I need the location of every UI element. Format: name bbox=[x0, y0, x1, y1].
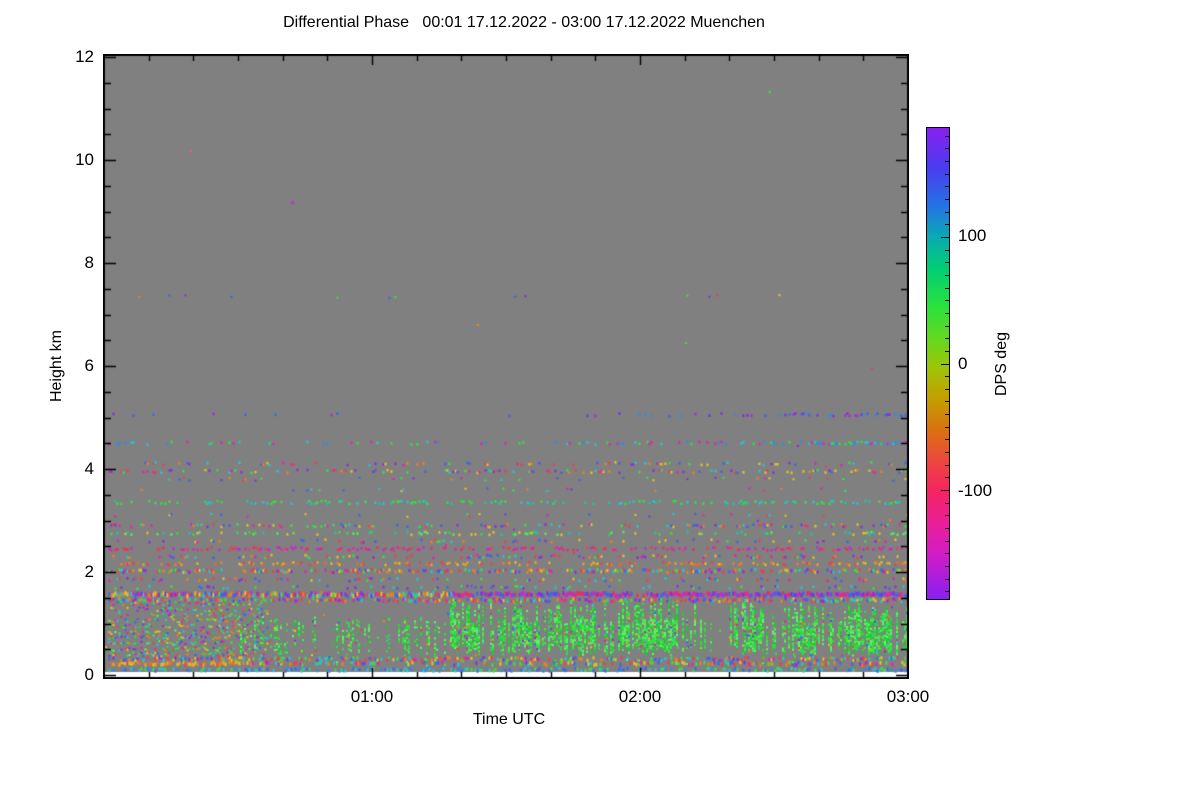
y-tick-label: 2 bbox=[84, 562, 94, 581]
colorbar-tick bbox=[945, 160, 949, 162]
colorbar-tick bbox=[945, 211, 949, 213]
colorbar-tick bbox=[945, 249, 949, 251]
colorbar-tick-label: 0 bbox=[958, 353, 968, 373]
colorbar-tick bbox=[945, 262, 949, 264]
colorbar-tick-label: -100 bbox=[958, 480, 993, 500]
colorbar-tick-label: 100 bbox=[958, 226, 987, 246]
colorbar-tick bbox=[945, 148, 949, 150]
colorbar-tick bbox=[945, 198, 949, 200]
chart-title: Differential Phase 00:01 17.12.2022 - 03… bbox=[283, 14, 765, 31]
colorbar-tick bbox=[945, 173, 949, 175]
colorbar-tick bbox=[945, 566, 949, 568]
x-tick-label: 02:00 bbox=[618, 687, 662, 706]
colorbar-tick bbox=[945, 515, 949, 517]
colorbar-tick bbox=[945, 553, 949, 555]
colorbar-tick bbox=[945, 528, 949, 530]
colorbar-tick bbox=[941, 363, 949, 365]
colorbar-tick bbox=[941, 236, 949, 238]
colorbar-tick bbox=[945, 591, 949, 593]
colorbar-tick bbox=[945, 338, 949, 340]
colorbar-tick bbox=[945, 312, 949, 314]
x-tick-label: 03:00 bbox=[886, 687, 930, 706]
colorbar-tick bbox=[941, 490, 949, 492]
colorbar-tick bbox=[945, 401, 949, 403]
colorbar-tick bbox=[945, 578, 949, 580]
colorbar-tick bbox=[945, 414, 949, 416]
y-tick-label: 10 bbox=[75, 150, 94, 169]
colorbar-tick bbox=[945, 388, 949, 390]
y-tick-label: 0 bbox=[84, 665, 94, 684]
colorbar-tick bbox=[945, 287, 949, 289]
y-tick-label: 8 bbox=[84, 253, 94, 272]
heatmap-plot-area bbox=[103, 54, 909, 679]
colorbar-tick bbox=[945, 540, 949, 542]
y-tick-label: 4 bbox=[84, 459, 94, 478]
colorbar-tick bbox=[945, 224, 949, 226]
colorbar-tick bbox=[945, 274, 949, 276]
colorbar-tick bbox=[945, 426, 949, 428]
colorbar-tick bbox=[945, 300, 949, 302]
x-tick-label: 01:00 bbox=[350, 687, 394, 706]
colorbar-tick bbox=[945, 452, 949, 454]
x-axis-label: Time UTC bbox=[472, 711, 546, 728]
colorbar-tick bbox=[945, 325, 949, 327]
colorbar-tick bbox=[945, 502, 949, 504]
y-tick-label: 12 bbox=[75, 47, 94, 66]
colorbar-tick bbox=[945, 350, 949, 352]
colorbar-tick bbox=[945, 376, 949, 378]
y-tick-label: 6 bbox=[84, 356, 94, 375]
colorbar-tick bbox=[945, 186, 949, 188]
colorbar-tick bbox=[945, 439, 949, 441]
colorbar-tick bbox=[945, 464, 949, 466]
colorbar-tick bbox=[945, 477, 949, 479]
colorbar-tick bbox=[945, 135, 949, 137]
colorbar bbox=[926, 127, 950, 600]
